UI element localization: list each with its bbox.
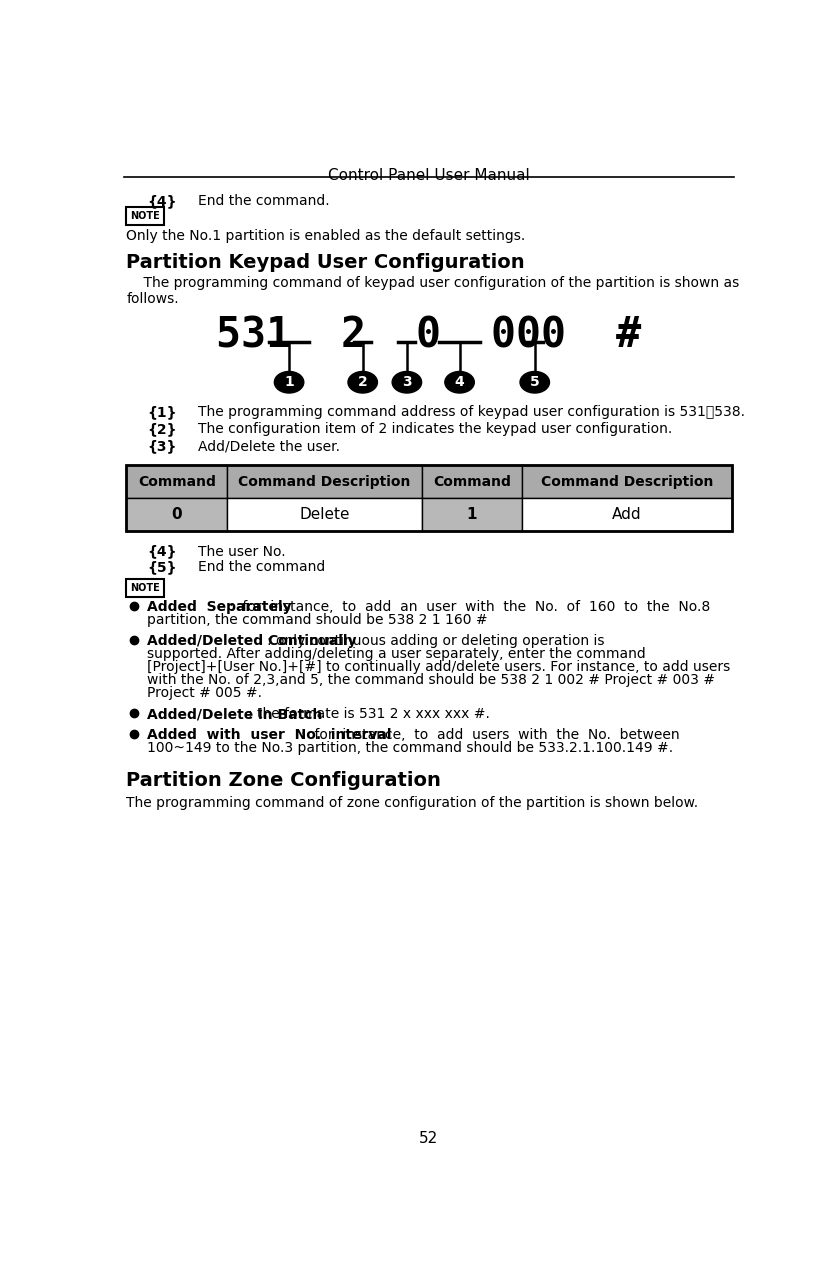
Text: :  for  instance,  to  add  users  with  the  No.  between: : for instance, to add users with the No…	[301, 728, 679, 742]
Text: The configuration item of 2 indicates the keypad user configuration.: The configuration item of 2 indicates th…	[197, 422, 671, 436]
FancyBboxPatch shape	[126, 579, 163, 597]
Text: Add/Delete the user.: Add/Delete the user.	[197, 440, 339, 453]
FancyBboxPatch shape	[421, 466, 522, 498]
Text: Command: Command	[432, 475, 510, 489]
Text: The programming command of keypad user configuration of the partition is shown a: The programming command of keypad user c…	[126, 276, 739, 306]
Text: NOTE: NOTE	[130, 211, 160, 221]
Text: Control Panel User Manual: Control Panel User Manual	[328, 168, 529, 183]
Text: {3}: {3}	[147, 440, 176, 453]
Text: 52: 52	[419, 1130, 438, 1146]
Text: Added/Delete in Batch: Added/Delete in Batch	[147, 707, 322, 721]
Text: The programming command of zone configuration of the partition is shown below.: The programming command of zone configur…	[126, 796, 697, 810]
Text: 4: 4	[454, 376, 464, 390]
Text: Add: Add	[611, 507, 641, 522]
Ellipse shape	[444, 372, 474, 394]
Text: : only continuous adding or deleting operation is: : only continuous adding or deleting ope…	[267, 634, 604, 648]
Text: End the command.: End the command.	[197, 194, 329, 208]
Text: 2: 2	[358, 376, 367, 390]
Text: The programming command address of keypad user configuration is 531～538.: The programming command address of keypa…	[197, 405, 744, 419]
Text: {1}: {1}	[147, 405, 176, 419]
Ellipse shape	[274, 372, 303, 394]
Text: Added  with  user  No.  interval: Added with user No. interval	[147, 728, 391, 742]
Text: 5: 5	[529, 376, 539, 390]
Text: 531  2  0  000  #: 531 2 0 000 #	[216, 315, 640, 356]
Text: Command Description: Command Description	[540, 475, 712, 489]
Text: Command Description: Command Description	[238, 475, 410, 489]
Text: NOTE: NOTE	[130, 583, 160, 593]
Ellipse shape	[348, 372, 377, 394]
FancyBboxPatch shape	[227, 466, 421, 498]
Text: {4}: {4}	[147, 194, 176, 208]
Ellipse shape	[519, 372, 548, 394]
FancyBboxPatch shape	[126, 466, 227, 498]
Text: with the No. of 2,3,and 5, the command should be 538 2 1 002 # Project # 003 #: with the No. of 2,3,and 5, the command s…	[147, 674, 715, 687]
Text: {5}: {5}	[147, 561, 176, 574]
Text: supported. After adding/deleting a user separately, enter the command: supported. After adding/deleting a user …	[147, 647, 645, 661]
FancyBboxPatch shape	[522, 466, 731, 498]
Text: Partition Zone Configuration: Partition Zone Configuration	[126, 772, 441, 790]
Text: {2}: {2}	[147, 422, 176, 436]
Text: Only the No.1 partition is enabled as the default settings.: Only the No.1 partition is enabled as th…	[126, 229, 525, 243]
Text: Added  Separately: Added Separately	[147, 601, 292, 615]
Text: partition, the command should be 538 2 1 160 #: partition, the command should be 538 2 1…	[147, 613, 487, 628]
Text: Partition Keypad User Configuration: Partition Keypad User Configuration	[126, 253, 524, 271]
Text: : the formate is 531 2 x xxx xxx #.: : the formate is 531 2 x xxx xxx #.	[247, 707, 489, 721]
Text: Delete: Delete	[298, 507, 349, 522]
Text: 100~149 to the No.3 partition, the command should be 533.2.1.100.149 #.: 100~149 to the No.3 partition, the comma…	[147, 741, 673, 755]
Text: [Project]+[User No.]+[#] to continually add/delete users. For instance, to add u: [Project]+[User No.]+[#] to continually …	[147, 660, 730, 674]
FancyBboxPatch shape	[227, 498, 421, 531]
Text: Added/Deleted Continually: Added/Deleted Continually	[147, 634, 356, 648]
FancyBboxPatch shape	[421, 498, 522, 531]
FancyBboxPatch shape	[126, 498, 227, 531]
Text: End the command: End the command	[197, 561, 324, 574]
FancyBboxPatch shape	[126, 207, 163, 225]
Text: 1: 1	[284, 376, 293, 390]
Text: 0: 0	[171, 507, 181, 522]
Text: Project # 005 #.: Project # 005 #.	[147, 687, 262, 701]
Text: 3: 3	[401, 376, 411, 390]
Text: :  for  instance,  to  add  an  user  with  the  No.  of  160  to  the  No.8: : for instance, to add an user with the …	[229, 601, 709, 615]
Text: 1: 1	[466, 507, 477, 522]
FancyBboxPatch shape	[522, 498, 731, 531]
Ellipse shape	[392, 372, 421, 394]
Text: The user No.: The user No.	[197, 545, 285, 558]
Text: Command: Command	[138, 475, 216, 489]
Text: {4}: {4}	[147, 545, 176, 558]
